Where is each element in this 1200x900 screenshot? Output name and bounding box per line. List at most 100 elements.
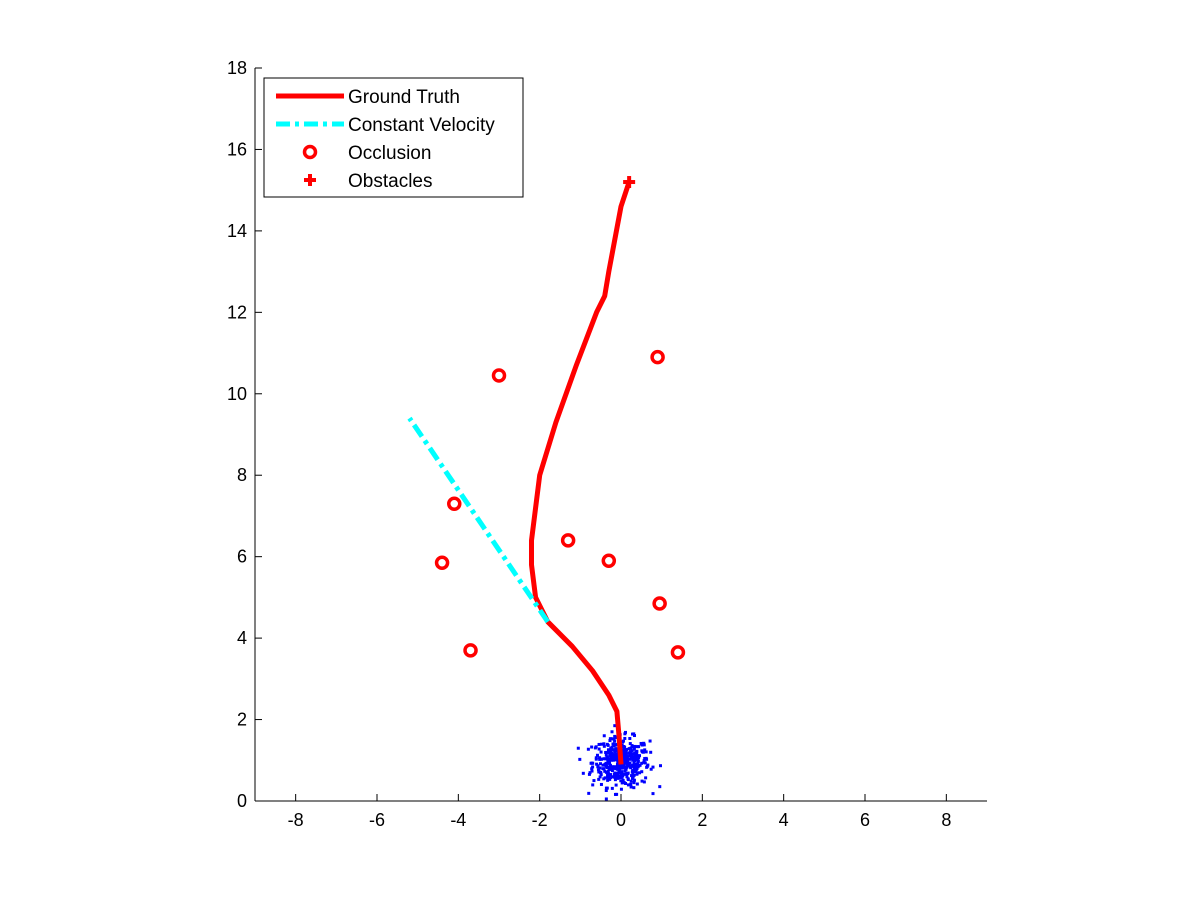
- particle-point: [611, 756, 615, 760]
- particle-point: [635, 764, 639, 768]
- particle-point: [612, 744, 616, 748]
- y-tick-label: 18: [227, 58, 247, 78]
- particle-point: [644, 776, 648, 780]
- particle-point: [649, 750, 653, 754]
- particle-point: [614, 752, 618, 756]
- particle-point: [643, 748, 647, 752]
- particle-point: [586, 747, 590, 751]
- particle-point: [613, 743, 617, 747]
- particle-point: [648, 739, 652, 743]
- particle-point: [578, 757, 582, 761]
- x-ticks: -8 -6 -4 -2 0 2 4 6 8: [288, 794, 951, 830]
- y-tick-label: 6: [237, 547, 247, 567]
- particle-point: [631, 775, 635, 779]
- particle-point: [604, 770, 608, 774]
- particle-point: [629, 782, 633, 786]
- particle-point: [595, 762, 599, 766]
- particle-point: [616, 771, 620, 775]
- particle-point: [613, 748, 617, 752]
- particle-point: [630, 770, 634, 774]
- particle-point: [608, 757, 612, 761]
- particle-point: [606, 760, 610, 764]
- y-tick-label: 8: [237, 465, 247, 485]
- particle-cloud: [576, 724, 662, 801]
- particle-point: [633, 758, 637, 762]
- y-tick-label: 2: [237, 710, 247, 730]
- particle-point: [604, 757, 608, 761]
- particle-point: [597, 742, 601, 746]
- particle-point: [599, 782, 603, 786]
- particle-point: [619, 772, 623, 776]
- particle-point: [608, 739, 612, 743]
- particle-point: [611, 748, 615, 752]
- particle-point: [608, 777, 612, 781]
- particle-point: [594, 745, 598, 749]
- particle-point: [602, 767, 606, 771]
- particle-point: [613, 792, 617, 796]
- particle-point: [628, 750, 632, 754]
- particle-point: [626, 783, 630, 787]
- particle-point: [604, 797, 608, 801]
- particle-point: [609, 773, 613, 777]
- y-tick-label: 10: [227, 384, 247, 404]
- legend-swatch-occlusion: [302, 144, 318, 160]
- particle-point: [602, 757, 606, 761]
- legend-label-constant-velocity: Constant Velocity: [348, 115, 495, 136]
- particle-point: [618, 767, 622, 771]
- particle-point: [622, 765, 626, 769]
- particle-point: [630, 774, 634, 778]
- particle-point: [610, 769, 614, 773]
- particle-point: [616, 776, 620, 780]
- particle-point: [603, 776, 607, 780]
- particle-point: [632, 734, 636, 738]
- particle-point: [609, 776, 613, 780]
- particle-point: [620, 743, 624, 747]
- particle-point: [626, 771, 630, 775]
- particle-point: [597, 747, 601, 751]
- particle-point: [613, 739, 617, 743]
- particle-point: [626, 760, 630, 764]
- particle-point: [614, 783, 618, 787]
- x-tick-label: 6: [860, 810, 870, 830]
- particle-point: [613, 778, 617, 782]
- legend-label-occlusion: Occlusion: [348, 143, 431, 164]
- particle-point: [632, 747, 636, 751]
- particle-point: [636, 745, 640, 749]
- particle-point: [624, 759, 628, 763]
- particle-point: [629, 746, 633, 750]
- particle-point: [632, 765, 636, 769]
- particle-point: [610, 767, 614, 771]
- legend-label-obstacles: Obstacles: [348, 171, 432, 192]
- particle-point: [599, 770, 603, 774]
- particle-point: [658, 785, 662, 789]
- occlusion-marker: [650, 349, 665, 365]
- legend-label-ground-truth: Ground Truth: [348, 87, 460, 108]
- particle-point: [628, 742, 632, 746]
- particle-point: [613, 774, 617, 778]
- particle-point: [599, 762, 603, 766]
- particle-point: [640, 743, 644, 747]
- particle-point: [651, 765, 655, 769]
- particle-point: [640, 779, 644, 783]
- particle-point: [598, 757, 602, 761]
- particle-point: [614, 747, 618, 751]
- particle-point: [621, 778, 625, 782]
- particle-point: [597, 777, 601, 781]
- particle-point: [632, 732, 636, 736]
- particle-point: [621, 739, 625, 743]
- particle-point: [596, 768, 600, 772]
- particle-point: [632, 760, 636, 764]
- particle-point: [623, 772, 627, 776]
- particle-point: [611, 754, 615, 758]
- particle-point: [606, 773, 610, 777]
- particle-point: [625, 775, 629, 779]
- particle-point: [618, 770, 622, 774]
- particle-point: [642, 743, 646, 747]
- particle-point: [632, 786, 636, 790]
- particle-point: [587, 772, 591, 776]
- particle-point: [615, 774, 619, 778]
- particle-point: [628, 736, 632, 740]
- particle-point: [623, 730, 627, 734]
- particle-point: [595, 753, 599, 757]
